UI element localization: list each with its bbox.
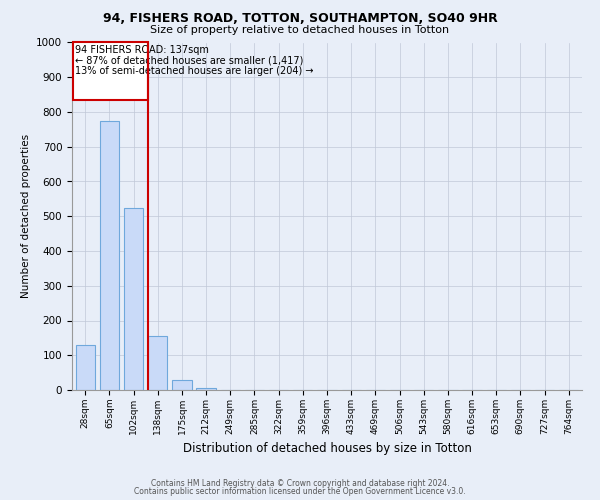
Bar [172, 380, 191, 390]
Text: ← 87% of detached houses are smaller (1,417): ← 87% of detached houses are smaller (1,… [75, 56, 304, 66]
Y-axis label: Number of detached properties: Number of detached properties [20, 134, 31, 298]
Text: Contains HM Land Registry data © Crown copyright and database right 2024.: Contains HM Land Registry data © Crown c… [151, 478, 449, 488]
Text: 94 FISHERS ROAD: 137sqm: 94 FISHERS ROAD: 137sqm [75, 45, 209, 55]
Text: 94, FISHERS ROAD, TOTTON, SOUTHAMPTON, SO40 9HR: 94, FISHERS ROAD, TOTTON, SOUTHAMPTON, S… [103, 12, 497, 26]
FancyBboxPatch shape [73, 42, 148, 100]
X-axis label: Distribution of detached houses by size in Totton: Distribution of detached houses by size … [182, 442, 472, 456]
Bar [100, 120, 119, 390]
Bar [76, 345, 95, 390]
Bar [196, 388, 216, 390]
Bar [148, 336, 167, 390]
Text: Contains public sector information licensed under the Open Government Licence v3: Contains public sector information licen… [134, 487, 466, 496]
Text: Size of property relative to detached houses in Totton: Size of property relative to detached ho… [151, 25, 449, 35]
Text: 13% of semi-detached houses are larger (204) →: 13% of semi-detached houses are larger (… [75, 66, 314, 76]
Bar [124, 208, 143, 390]
